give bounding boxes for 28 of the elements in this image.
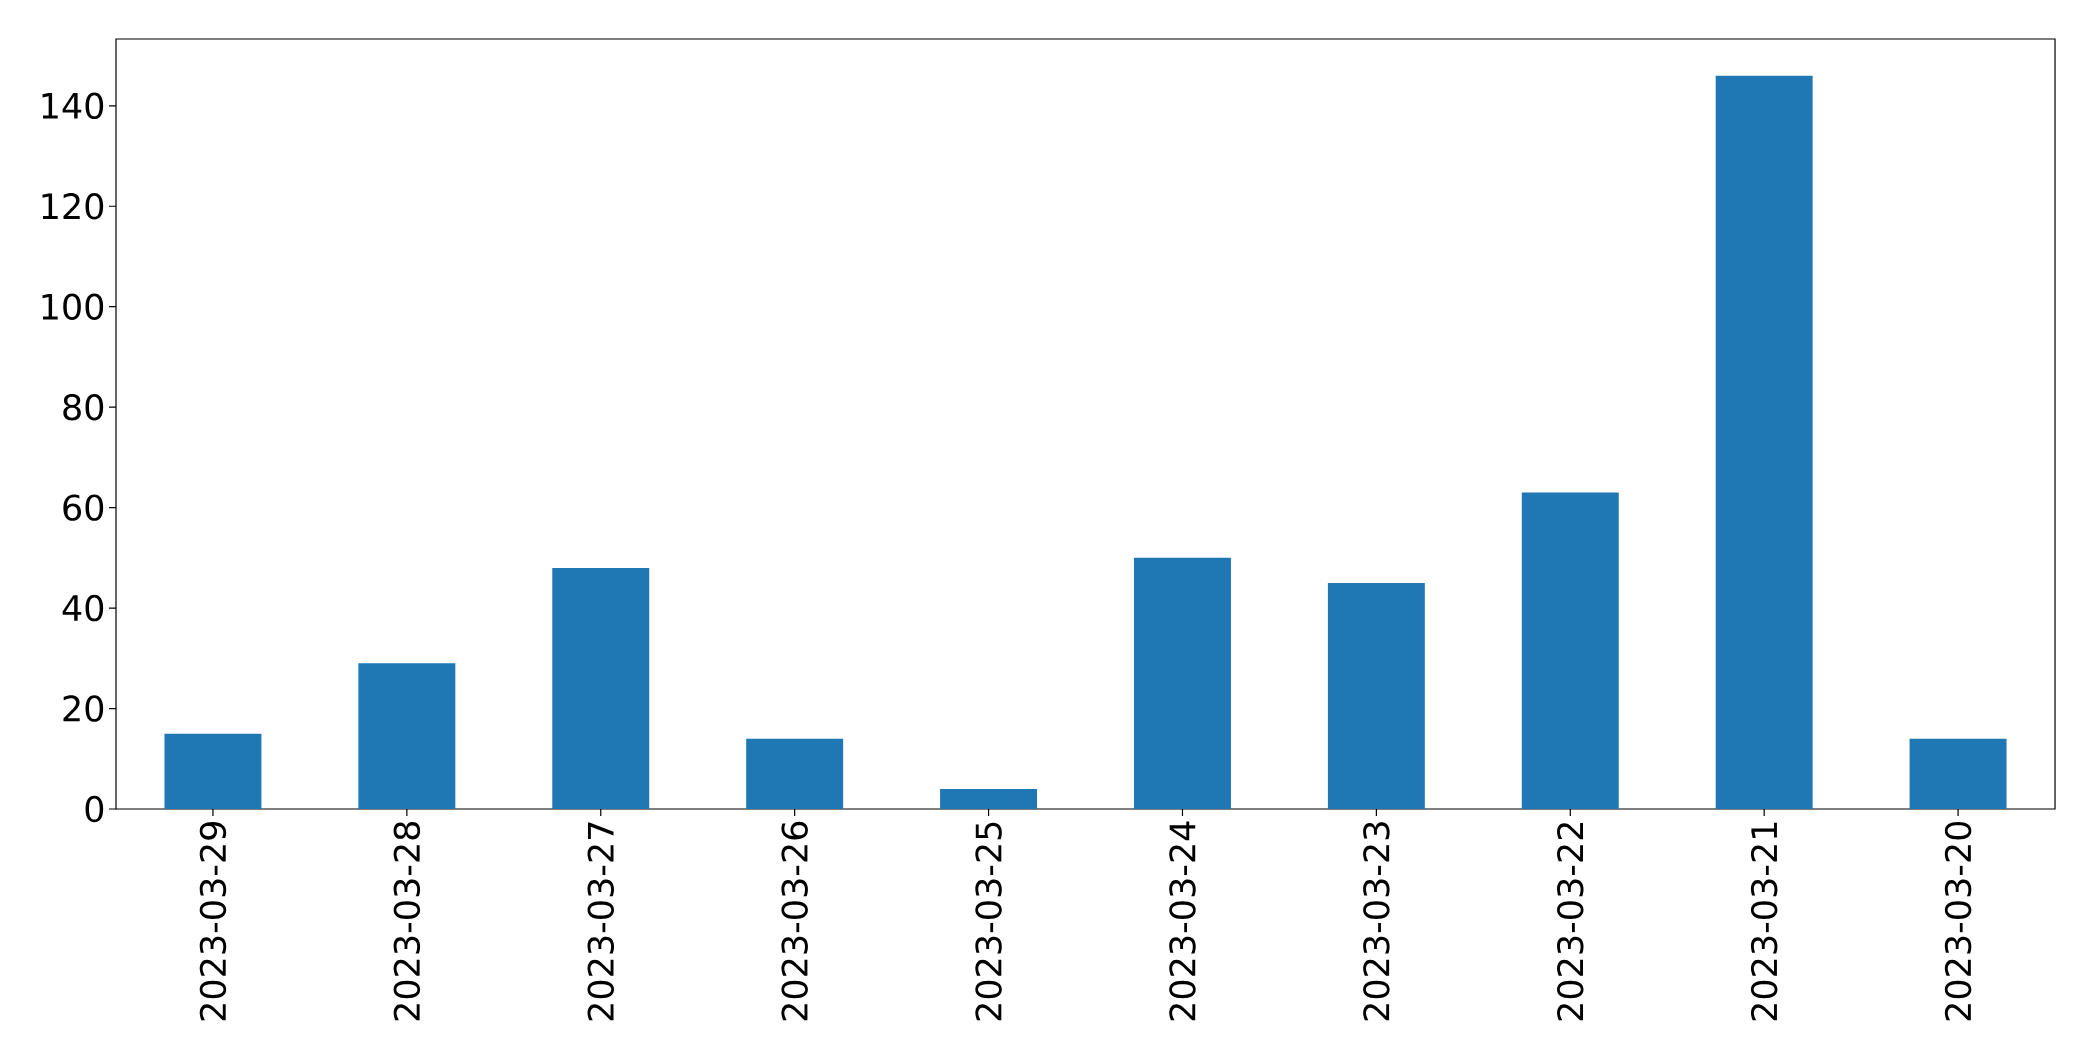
x-tick-label: 2023-03-23 <box>1363 822 1390 1021</box>
bar <box>746 738 844 809</box>
bar <box>1909 738 2007 809</box>
x-tick-label: 2023-03-26 <box>781 821 808 1021</box>
x-tick-label: 2023-03-20 <box>1944 821 1972 1021</box>
y-tick-label: 100 <box>42 293 104 320</box>
bar <box>1327 582 1425 809</box>
bar <box>358 663 456 809</box>
x-tick-label: 2023-03-24 <box>1169 821 1196 1021</box>
x-tick-label: 2023-03-29 <box>199 822 227 1021</box>
x-tick-label: 2023-03-28 <box>393 821 421 1021</box>
bar <box>552 567 650 809</box>
bar <box>164 733 262 809</box>
x-tick-label: 2023-03-22 <box>1557 823 1584 1021</box>
x-tick-label: 2023-03-25 <box>975 822 1002 1021</box>
bar <box>940 788 1038 809</box>
y-tick-label: 120 <box>42 193 104 220</box>
bar <box>1521 492 1619 809</box>
x-tick-label: 2023-03-27 <box>587 822 614 1021</box>
y-tick-label: 140 <box>42 92 104 120</box>
y-tick-label: 60 <box>63 494 104 521</box>
y-tick-label: 20 <box>63 695 104 722</box>
bar <box>1715 75 1813 809</box>
bar <box>1133 557 1231 809</box>
y-tick-label: 80 <box>63 393 104 421</box>
y-tick-label: 40 <box>62 594 104 622</box>
x-tick-label: 2023-03-21 <box>1750 822 1778 1021</box>
y-tick-label: 0 <box>85 795 104 823</box>
